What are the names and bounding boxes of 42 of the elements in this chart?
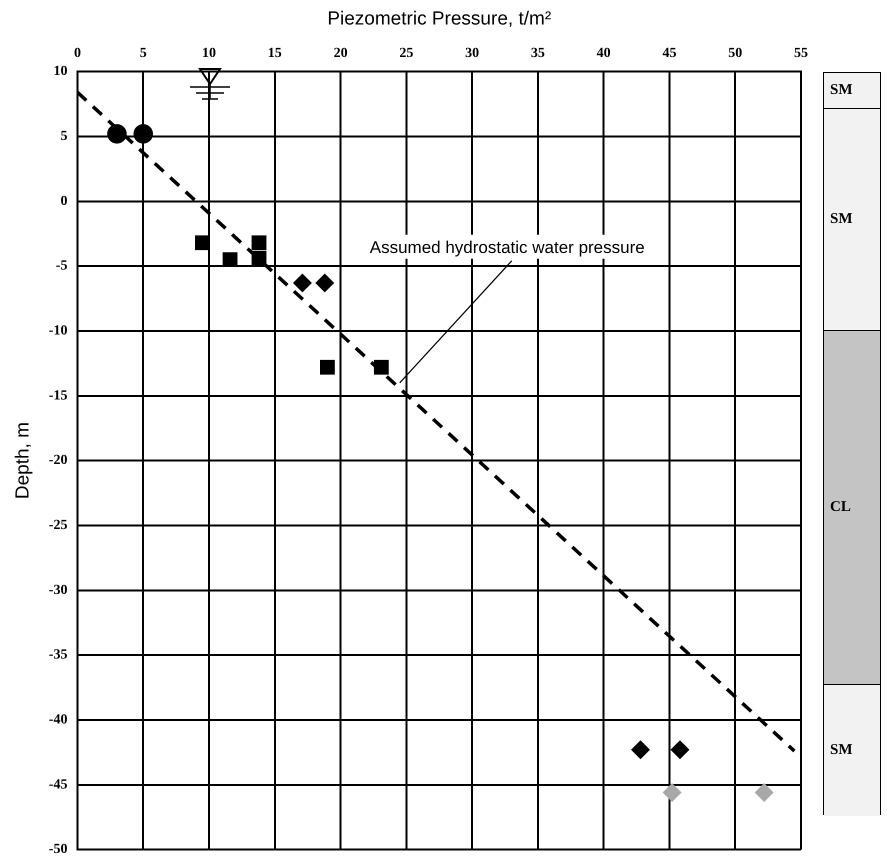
- x-tick-label: 25: [399, 46, 414, 61]
- point: [632, 741, 650, 759]
- x-tick-label: 40: [596, 46, 611, 61]
- soil-column: SM SM CL SM: [823, 72, 881, 815]
- y-tick-label: -35: [48, 648, 68, 663]
- x-tick-label: 20: [334, 46, 348, 61]
- x-tick-label: 35: [530, 46, 545, 61]
- point: [133, 124, 153, 144]
- x-tick-label: 0: [74, 46, 81, 61]
- y-tick-label: -40: [48, 712, 68, 728]
- y-tick-label: -30: [48, 582, 68, 598]
- y-tick-label: -15: [48, 388, 68, 404]
- y-tick-label: -45: [48, 777, 68, 792]
- point: [374, 360, 389, 375]
- annotation: Assumed hydrostatic water pressure: [370, 238, 645, 257]
- y-tick-label: -10: [48, 324, 68, 339]
- x-tick-label: 30: [465, 46, 480, 61]
- x-tick-label: 5: [140, 46, 147, 61]
- y-tick-label: 10: [53, 64, 68, 80]
- y-tick-label: -20: [48, 453, 68, 468]
- y-axis-title: Depth, m: [12, 422, 34, 500]
- x-tick-label: 50: [728, 46, 742, 61]
- x-tick-label: 15: [268, 46, 282, 61]
- point: [252, 250, 266, 266]
- point: [320, 360, 335, 375]
- x-tick-label: 55: [794, 46, 808, 61]
- point: [195, 235, 210, 250]
- y-tick-label: -25: [48, 518, 68, 534]
- point: [663, 784, 681, 802]
- point: [755, 784, 773, 802]
- y-tick-label: -50: [48, 842, 68, 858]
- chart-title: Piezometric Pressure, t/m²: [327, 8, 552, 30]
- x-tick-label: 45: [662, 46, 676, 61]
- point: [671, 741, 689, 759]
- y-tick-label: 5: [60, 129, 68, 144]
- point: [294, 274, 312, 292]
- y-tick-label: -5: [56, 258, 68, 274]
- x-tick-label: 10: [202, 46, 216, 61]
- point: [252, 235, 266, 250]
- point: [316, 274, 334, 292]
- y-tick-label: 0: [60, 194, 68, 209]
- point: [107, 124, 127, 144]
